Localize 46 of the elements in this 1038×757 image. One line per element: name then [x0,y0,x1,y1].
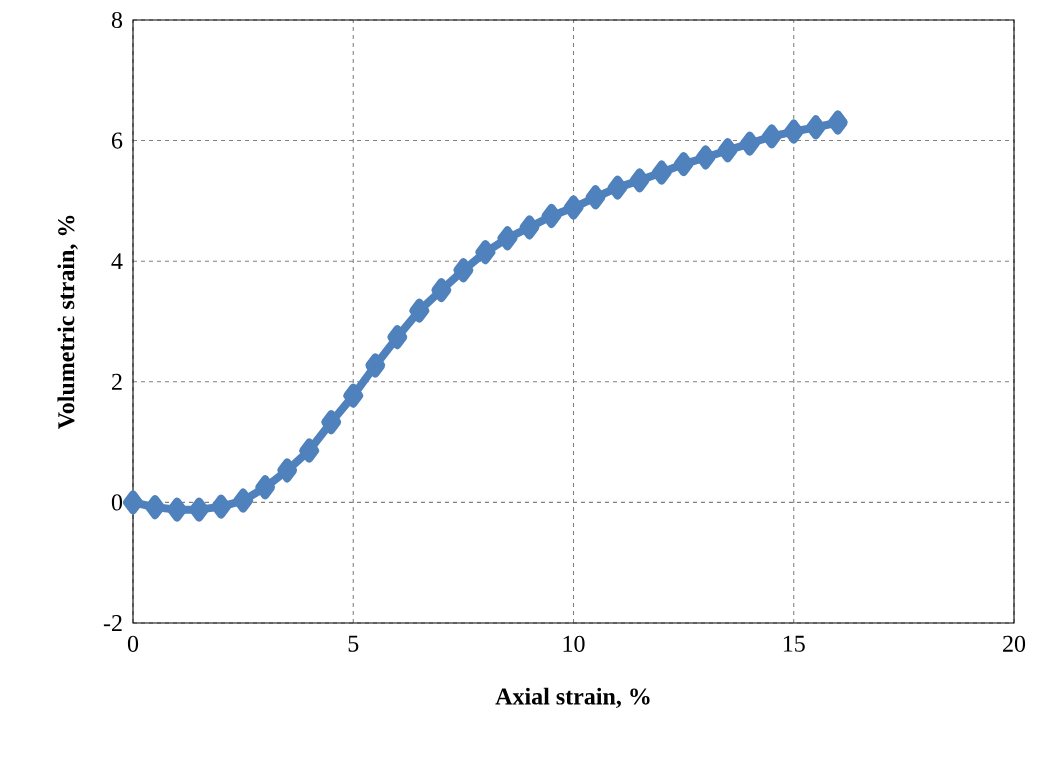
x-tick-label: 15 [783,635,805,652]
x-tick-label: 10 [563,635,585,652]
point [783,119,804,144]
point [409,298,430,323]
point [431,278,452,303]
point [563,195,584,220]
y-tick-label: 2 [112,373,122,390]
point [497,226,518,251]
x-tick-label: 0 [127,635,139,652]
y-tick-label: 0 [111,494,123,511]
y-tick-label: -2 [103,615,122,631]
point [321,410,342,435]
point [387,325,408,350]
point [145,495,166,520]
point [453,258,474,283]
y-axis-title: Volumetric strain, % [57,215,78,430]
point [805,115,826,140]
point [211,494,232,519]
point [695,145,716,170]
y-tick-label: 4 [111,253,123,270]
point [651,160,672,185]
point [827,110,848,135]
point [123,490,143,515]
y-tick-label: 6 [111,132,123,149]
x-axis-title: Axial strain, % [495,687,650,709]
x-tick-label: 5 [348,635,359,652]
point [717,138,738,163]
point [673,152,694,177]
point [365,353,386,378]
point [277,458,298,483]
point [255,475,276,500]
point [761,124,782,149]
y-tick-label: 8 [111,11,123,29]
point [343,383,364,408]
point [233,488,254,513]
point [475,240,496,265]
point [739,131,760,156]
x-tick-label: 20 [1003,635,1026,652]
point [189,497,210,522]
point [607,175,628,200]
point [167,497,188,522]
point [519,215,540,240]
point [541,203,562,228]
point [585,185,606,210]
point [299,438,320,463]
point [629,168,650,193]
